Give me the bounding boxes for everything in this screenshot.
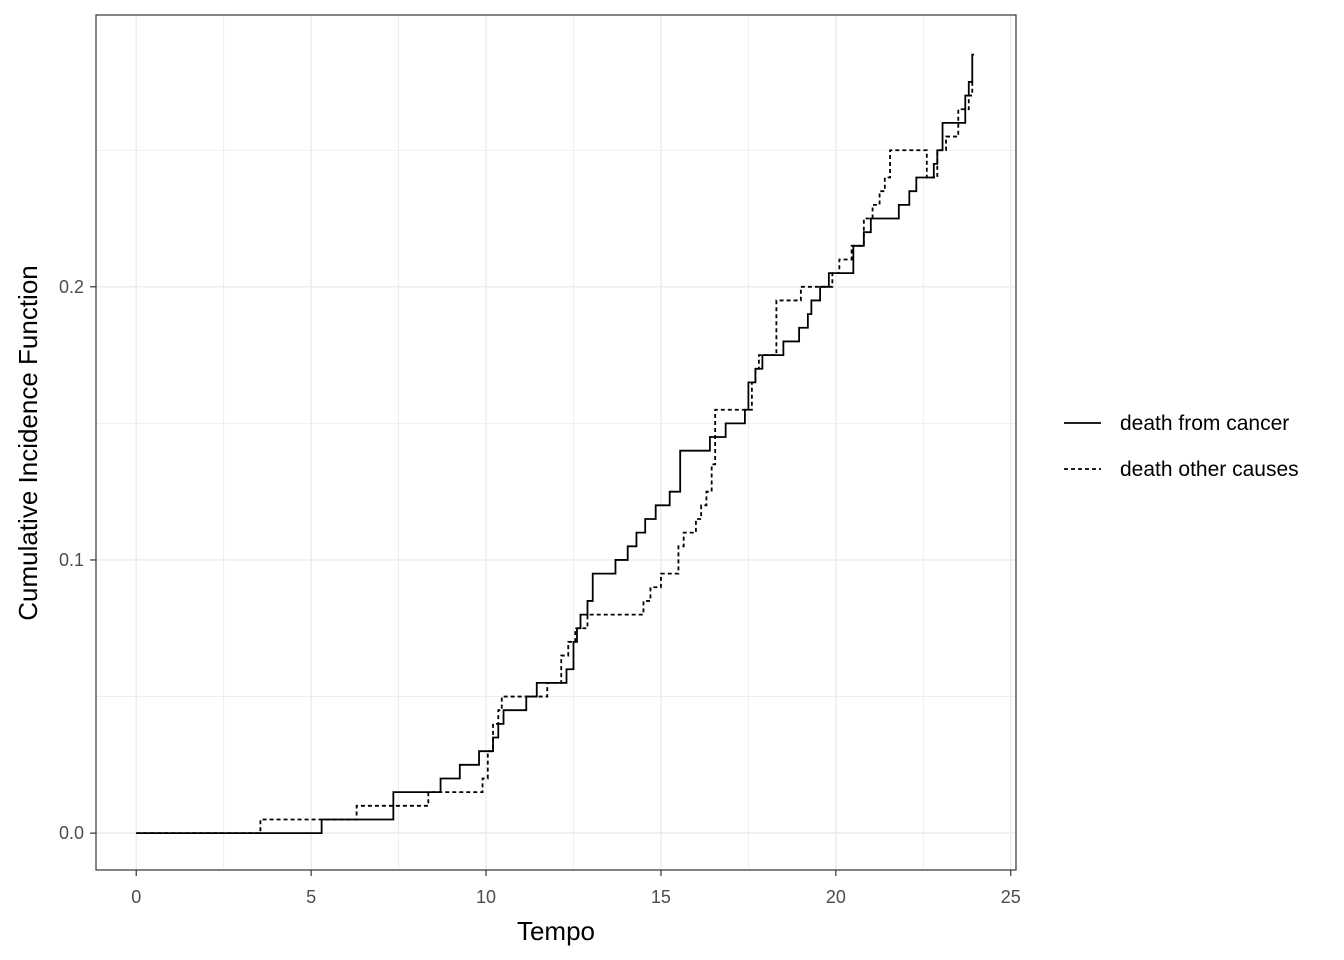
x-tick-label: 10 <box>476 887 496 907</box>
series-layer <box>136 53 975 835</box>
legend-label-2: death other causes <box>1120 458 1299 481</box>
x-tick-label: 20 <box>826 887 846 907</box>
y-tick-label: 0.2 <box>59 277 84 297</box>
y-tick-label: 0.1 <box>59 550 84 570</box>
y-tick-label: 0.0 <box>59 823 84 843</box>
legend: death from cancer death other causes <box>1064 412 1299 481</box>
x-tick-label: 5 <box>306 887 316 907</box>
x-axis: 0 5 10 15 20 25 <box>131 870 1021 907</box>
series-line-2 <box>136 81 975 835</box>
grid-major <box>96 15 1016 870</box>
legend-label-1: death from cancer <box>1120 412 1289 435</box>
y-axis-title: Cumulative Incidence Function <box>13 265 43 621</box>
y-axis: 0.0 0.1 0.2 <box>59 277 96 843</box>
panel-border <box>95 14 1017 871</box>
series-line-1 <box>136 53 975 835</box>
x-tick-label: 15 <box>651 887 671 907</box>
grid-minor <box>96 15 1016 870</box>
x-axis-title: Tempo <box>517 916 595 946</box>
x-tick-label: 0 <box>131 887 141 907</box>
x-tick-label: 25 <box>1001 887 1021 907</box>
